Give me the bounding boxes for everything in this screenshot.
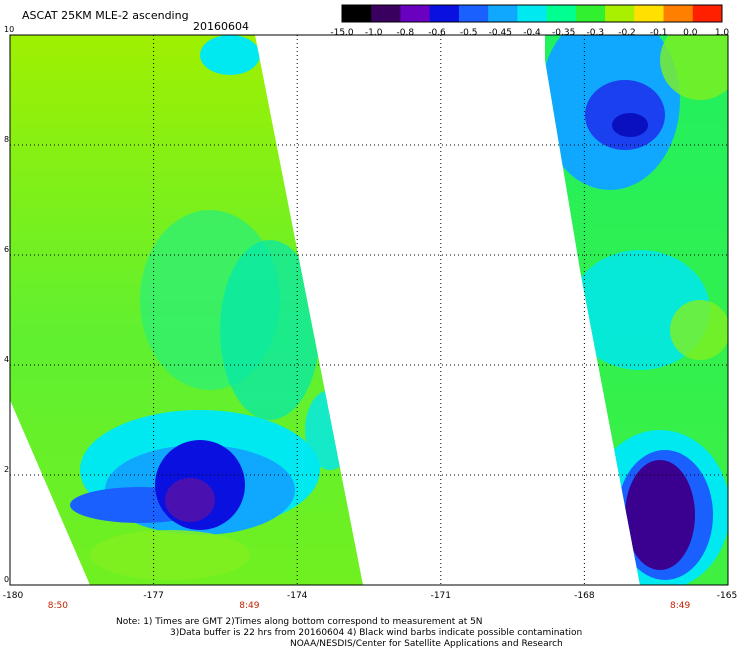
colorbar-swatch <box>342 5 372 22</box>
lat-tick-label: 4 <box>4 355 10 364</box>
colorbar-swatch <box>458 5 489 22</box>
note-line-1: Note: 1) Times are GMT 2)Times along bot… <box>116 617 483 627</box>
colorbar <box>341 4 723 23</box>
colorbar-label: -0.6 <box>428 28 446 38</box>
right-swath <box>545 35 728 585</box>
swath-time-label: 8:49 <box>670 601 691 611</box>
colorbar-label: 0.0 <box>683 28 698 38</box>
lat-tick-label: 6 <box>4 245 10 254</box>
lat-tick-label: 10 <box>4 25 15 34</box>
plot-frame <box>9 34 729 586</box>
colorbar-swatch <box>575 5 606 22</box>
colorbar-label: -0.3 <box>586 28 605 38</box>
note-line-3: NOAA/NESDIS/Center for Satellite Applica… <box>290 639 563 649</box>
colorbar-label: -0.4 <box>523 28 541 38</box>
map-title: ASCAT 25KM MLE-2 ascending <box>22 9 189 22</box>
lon-tick-label: -174 <box>286 591 308 601</box>
swath-time-label: 8:49 <box>239 601 260 611</box>
lat-tick-label: 2 <box>4 465 10 474</box>
swath-time-label: 8:50 <box>47 601 68 611</box>
colorbar-swatch <box>429 5 460 22</box>
colorbar-swatch <box>517 5 548 22</box>
left-swath <box>10 35 363 585</box>
colorbar-label: -0.2 <box>618 28 636 38</box>
colorbar-swatch <box>692 5 723 22</box>
colorbar-swatch <box>546 5 577 22</box>
colorbar-swatch <box>634 5 665 22</box>
lat-tick-label: 8 <box>4 135 10 144</box>
colorbar-label: -0.1 <box>649 28 668 38</box>
lon-tick-label: -180 <box>2 591 24 601</box>
colorbar-swatch <box>488 5 518 22</box>
colorbar-label: -1.0 <box>364 28 383 38</box>
colorbar-label: -0.35 <box>552 28 576 38</box>
lat-tick-label: 0 <box>4 575 10 584</box>
colorbar-border <box>341 4 723 23</box>
colorbar-swatch <box>400 5 431 22</box>
colorbar-label: 1.0 <box>714 28 730 38</box>
colorbar-swatch <box>605 5 635 22</box>
lon-tick-label: -171 <box>430 591 452 601</box>
colorbar-swatch <box>663 5 694 22</box>
colorbar-label: -15.0 <box>330 28 354 38</box>
note-line-2: 3)Data buffer is 22 hrs from 20160604 4)… <box>170 628 583 638</box>
map-date: 20160604 <box>193 20 249 33</box>
colorbar-swatch <box>371 5 401 22</box>
colorbar-label: -0.45 <box>488 28 512 38</box>
lon-tick-label: -177 <box>143 591 164 601</box>
lon-tick-label: -165 <box>716 591 738 601</box>
colorbar-label: -0.8 <box>396 28 415 38</box>
lon-tick-label: -168 <box>574 591 595 601</box>
colorbar-label: -0.5 <box>459 28 478 38</box>
